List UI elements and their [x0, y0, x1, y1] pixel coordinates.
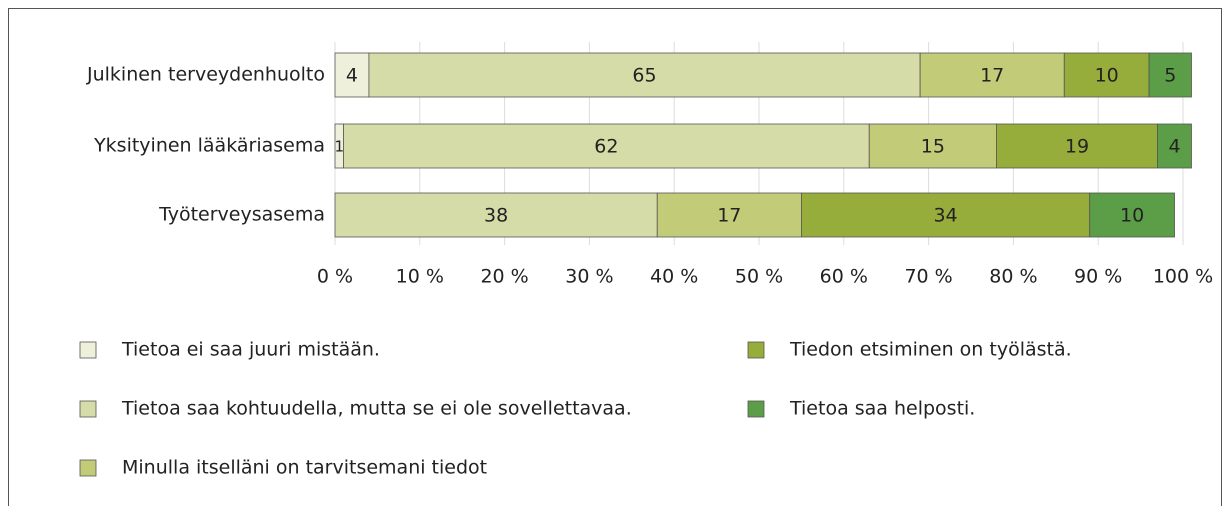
x-tick-label: 0 % — [317, 266, 353, 288]
x-tick-label: 30 % — [565, 266, 613, 288]
legend-swatch — [79, 459, 97, 477]
data-label: 62 — [594, 136, 618, 158]
data-label: 19 — [1065, 136, 1089, 158]
data-label: 4 — [1168, 136, 1180, 158]
bar-segment — [368, 52, 921, 98]
legend-label: Tietoa ei saa juuri mistään. — [121, 339, 380, 361]
legend-label: Tietoa saa kohtuudella, mutta se ei ole … — [121, 398, 632, 420]
data-label: 10 — [1120, 205, 1144, 227]
legend-swatch — [747, 400, 765, 418]
category-label: Yksityinen lääkäriasema — [93, 135, 325, 157]
x-tick-label: 20 % — [480, 266, 528, 288]
bar-segment — [996, 123, 1158, 169]
data-label: 10 — [1095, 65, 1119, 87]
category-label: Julkinen terveydenhuolto — [86, 64, 325, 86]
frame — [8, 8, 1222, 506]
bar-segment — [1148, 52, 1192, 98]
legend-label: Tietoa saa helposti. — [789, 398, 975, 420]
legend-label: Tiedon etsiminen on työlästä. — [789, 339, 1072, 361]
legend-swatch — [747, 341, 765, 359]
data-label: 15 — [921, 136, 945, 158]
x-tick-label: 10 % — [396, 266, 444, 288]
x-tick-label: 60 % — [820, 266, 868, 288]
data-label: 38 — [484, 205, 508, 227]
x-tick-label: 80 % — [989, 266, 1037, 288]
bar-segment — [1089, 192, 1175, 238]
bar-segment — [919, 52, 1065, 98]
bar-segment — [1063, 52, 1150, 98]
data-label: 17 — [980, 65, 1004, 87]
x-tick-label: 100 % — [1153, 266, 1213, 288]
bar-segment — [334, 52, 370, 98]
bar-segment — [1157, 123, 1192, 169]
x-tick-label: 70 % — [904, 266, 952, 288]
data-label: 17 — [717, 205, 741, 227]
data-label: 4 — [346, 65, 358, 87]
category-label: Työterveysasema — [158, 204, 325, 226]
x-tick-label: 40 % — [650, 266, 698, 288]
data-label: 34 — [933, 205, 957, 227]
bar-segment — [801, 192, 1091, 238]
x-tick-label: 50 % — [735, 266, 783, 288]
legend-swatch — [79, 400, 97, 418]
x-tick-label: 90 % — [1074, 266, 1122, 288]
legend-swatch — [79, 341, 97, 359]
data-label: 5 — [1164, 65, 1176, 87]
data-label: 65 — [632, 65, 656, 87]
bar-segment — [868, 123, 997, 169]
bar-segment — [656, 192, 802, 238]
legend-label: Minulla itselläni on tarvitsemani tiedot — [122, 457, 487, 479]
data-label: 1 — [334, 138, 344, 156]
